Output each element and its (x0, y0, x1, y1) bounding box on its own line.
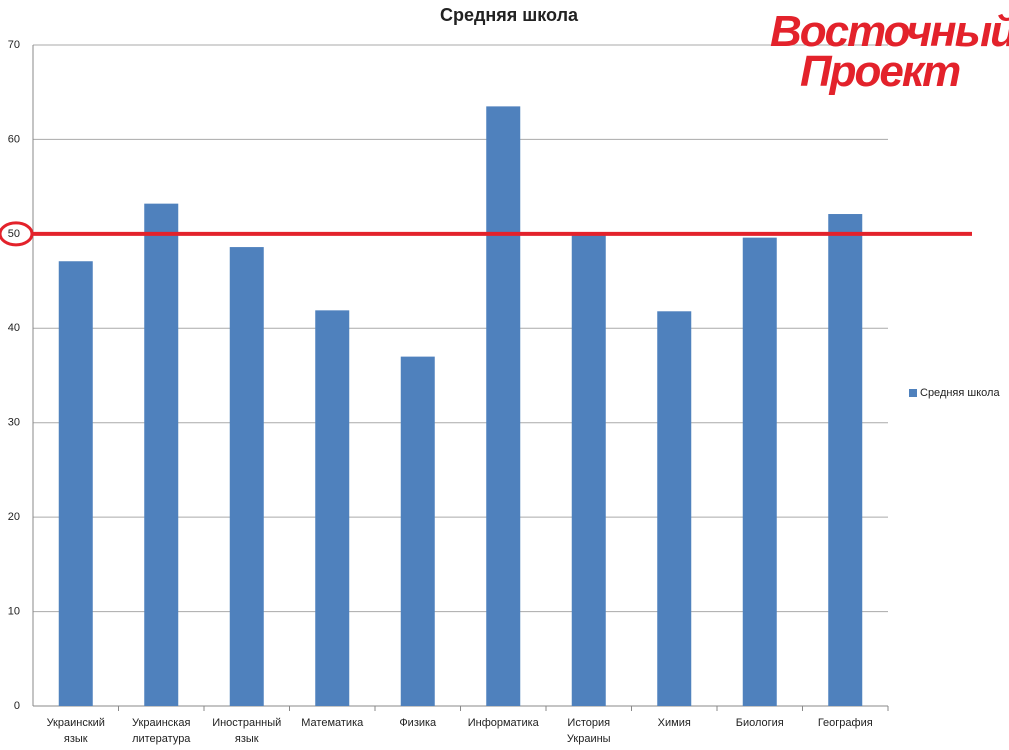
x-tick-label: Украинский язык (46, 717, 105, 745)
bar (571, 232, 606, 707)
y-tick-label: 0 (14, 700, 20, 712)
x-tick-label: Математика (301, 717, 364, 729)
logo-line: Восточный (770, 7, 1009, 56)
x-tick-label: История Украины (566, 717, 611, 745)
x-tick-label: Иностранный язык (212, 717, 282, 745)
bar (58, 261, 93, 706)
y-tick-label: 70 (8, 39, 20, 51)
logo-line: Проект (800, 47, 961, 96)
x-tick-label: Украинская литература (132, 717, 191, 745)
x-tick-label: Физика (399, 717, 437, 729)
x-tick-label: Химия (657, 717, 691, 729)
bar (229, 247, 264, 706)
bar (657, 311, 692, 706)
bar (742, 237, 777, 707)
bar (144, 203, 179, 706)
x-tick-label: География (817, 717, 873, 729)
bar (486, 106, 521, 707)
bar (400, 356, 435, 706)
x-tick-label: Информатика (467, 717, 539, 729)
y-tick-label: 10 (8, 605, 20, 617)
bar (828, 214, 863, 706)
legend-label: Средняя школа (920, 387, 1000, 399)
y-tick-label: 20 (8, 511, 20, 523)
highlight-circle (0, 221, 34, 247)
y-tick-label: 60 (8, 133, 20, 145)
y-tick-label: 30 (8, 417, 20, 429)
y-tick-label: 40 (8, 322, 20, 334)
y-tick-label: 50 (8, 228, 20, 240)
legend-swatch (909, 389, 917, 397)
chart-title: Средняя школа (440, 5, 579, 25)
x-tick-label: Биология (735, 717, 784, 729)
bar (315, 310, 350, 706)
